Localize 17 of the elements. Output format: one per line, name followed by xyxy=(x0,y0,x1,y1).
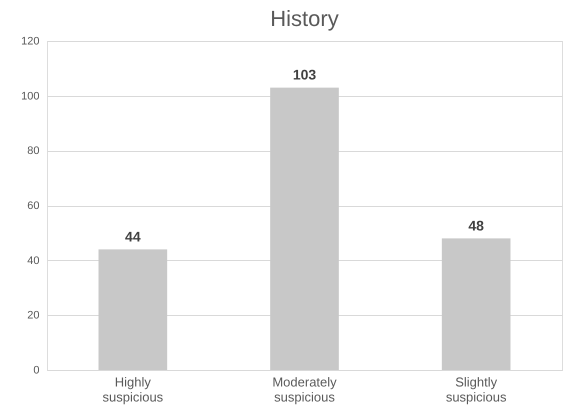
y-tick-label: 0 xyxy=(33,364,40,376)
chart-title: History xyxy=(270,6,339,31)
y-tick-label: 100 xyxy=(21,90,40,102)
data-label: 103 xyxy=(292,66,316,83)
x-tick-label: Highly suspicious xyxy=(102,374,164,404)
y-tick-label: 60 xyxy=(27,200,40,212)
y-tick-label: 20 xyxy=(27,310,40,322)
y-tick-label: 120 xyxy=(21,36,40,48)
y-tick-label: 80 xyxy=(27,145,40,158)
data-label: 44 xyxy=(125,228,141,244)
bar xyxy=(98,249,168,370)
bar xyxy=(442,238,510,370)
y-tick-label: 40 xyxy=(27,254,40,267)
x-tick-label: Slightly suspicious xyxy=(446,374,508,404)
x-tick-label: Moderately suspicious xyxy=(272,374,338,404)
bar xyxy=(270,88,339,370)
data-label: 48 xyxy=(468,217,484,234)
